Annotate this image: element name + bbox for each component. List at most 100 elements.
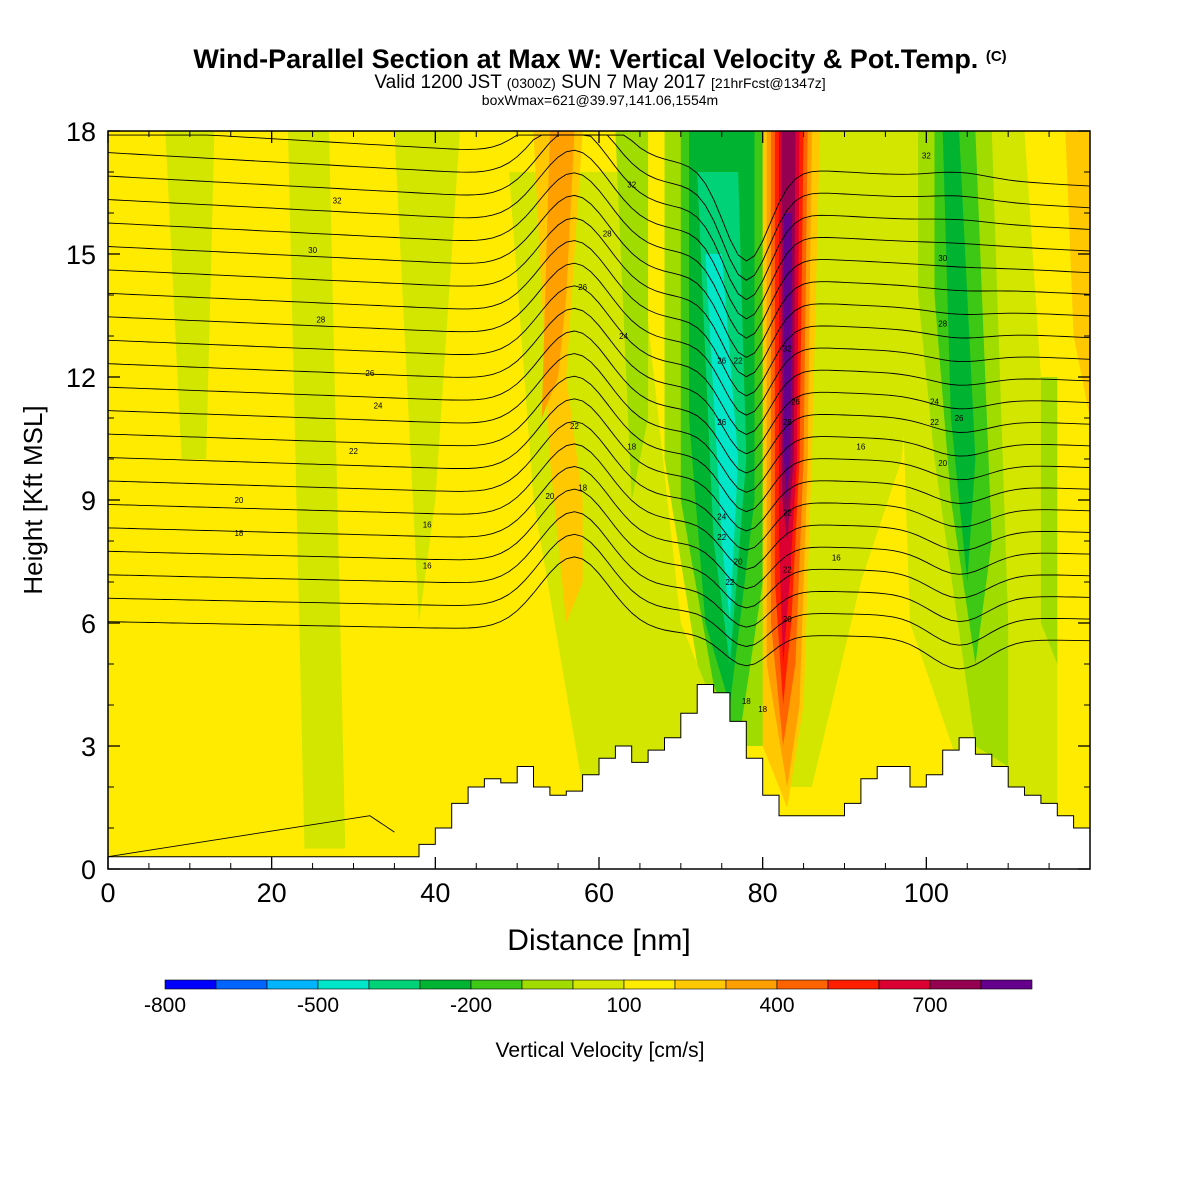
theta-isoline — [108, 353, 1090, 493]
colorbar-swatch — [980, 979, 1033, 990]
contour-label: 26 — [717, 418, 726, 427]
y-tick-label: 0 — [81, 855, 96, 885]
chart-title-text: Wind-Parallel Section at Max W: Vertical… — [193, 44, 979, 74]
band-weak-descent — [288, 131, 346, 849]
colorbar-swatch — [827, 979, 880, 990]
colorbar-swatch — [521, 979, 574, 990]
contour-label: 18 — [627, 443, 636, 452]
theta-isoline — [108, 815, 395, 858]
colorbar-swatch — [572, 979, 625, 990]
colorbar-legend: -800 -500 -200 100 400 700 — [144, 979, 1033, 1017]
band-weak-descent — [165, 131, 215, 459]
valid-time-line: Valid 1200 JST (0300Z) SUN 7 May 2017 [2… — [0, 72, 1200, 94]
colorbar-swatch — [368, 979, 421, 990]
y-tick-label: 15 — [66, 240, 96, 270]
colorbar-tick-label: -200 — [450, 994, 492, 1017]
contour-label: 28 — [938, 320, 947, 329]
axes: 0 20 40 60 80 100 0 3 6 9 12 15 18 — [66, 117, 1090, 908]
colorbar-swatch — [623, 979, 676, 990]
contour-label: 32 — [627, 180, 636, 189]
valid-date: SUN 7 May 2017 — [561, 72, 706, 93]
colorbar-swatch — [674, 979, 727, 990]
theta-isoline — [108, 217, 1090, 378]
valid-utc: (0300Z) — [506, 75, 556, 91]
theta-isoline — [108, 488, 1090, 609]
contour-label: 22 — [570, 422, 579, 431]
colorbar-swatch — [878, 979, 931, 990]
contour-label: 30 — [938, 254, 947, 263]
y-tick-label: 6 — [81, 609, 96, 639]
y-axis-label: Height [Kft MSL] — [18, 405, 48, 594]
theta-isoline — [108, 149, 1090, 320]
contour-label: 22 — [349, 447, 358, 456]
colorbar-swatch — [215, 979, 268, 990]
forecast-info: [21hrFcst@1347z] — [711, 75, 826, 91]
contour-label: 16 — [423, 562, 432, 571]
colorbar-tick-label: 700 — [912, 994, 947, 1017]
theta-isoline — [108, 172, 1090, 339]
x-tick-label: 80 — [748, 878, 778, 908]
valid-prefix: Valid 1200 JST — [374, 72, 502, 93]
boxmax-line: boxWmax=621@39.97,141.06,1554m — [481, 92, 719, 108]
contour-label: 28 — [603, 230, 612, 239]
chart-title: Wind-Parallel Section at Max W: Vertical… — [0, 44, 1200, 75]
theta-isoline — [108, 533, 1090, 647]
contour-label: 22 — [717, 533, 726, 542]
theta-isoline — [108, 285, 1090, 436]
theta-isoline — [108, 556, 1090, 670]
x-axis-label: Distance [nm] — [507, 924, 690, 957]
theta-isoline — [108, 307, 1090, 455]
contour-label: 24 — [619, 332, 628, 341]
x-tick-label: 20 — [257, 878, 287, 908]
colorbar-tick-label: 400 — [759, 994, 794, 1017]
contour-label: 26 — [955, 414, 964, 423]
band-descent-core — [705, 254, 739, 623]
contour-label: 24 — [930, 398, 939, 407]
colorbar-tick-label: -500 — [297, 994, 339, 1017]
colorbar-title: Vertical Velocity [cm/s] — [496, 1039, 705, 1062]
colorbar-swatch — [317, 979, 370, 990]
theta-isoline — [108, 511, 1090, 628]
contour-label: 32 — [783, 344, 792, 353]
contour-label: 16 — [832, 553, 841, 562]
contour-label: 28 — [783, 418, 792, 427]
contour-label: 22 — [783, 566, 792, 575]
contour-label: 26 — [717, 357, 726, 366]
colorbar-swatch — [776, 979, 829, 990]
contour-label: 16 — [423, 521, 432, 530]
contour-label: 18 — [758, 705, 767, 714]
band-descent — [615, 131, 649, 500]
contour-label: 26 — [365, 369, 374, 378]
theta-isoline — [108, 375, 1090, 513]
theta-isoline — [108, 134, 1090, 301]
contour-label: 16 — [856, 443, 865, 452]
y-tick-label: 9 — [81, 486, 96, 516]
contour-label: 22 — [734, 357, 743, 366]
colorbar-tick-label: 100 — [606, 994, 641, 1017]
contour-label: 22 — [725, 578, 734, 587]
contour-label: 20 — [734, 558, 743, 567]
contour-label: 26 — [578, 283, 587, 292]
theta-isoline — [108, 420, 1090, 551]
theta-isoline — [108, 466, 1090, 590]
x-tick-label: 0 — [100, 878, 115, 908]
contour-label: 22 — [930, 418, 939, 427]
contour-label: 32 — [333, 197, 342, 206]
theta-isoline — [108, 240, 1090, 397]
contour-label: 22 — [783, 508, 792, 517]
terrain-profile — [108, 684, 1090, 869]
band-updraft-max — [783, 213, 793, 500]
contour-label: 26 — [791, 398, 800, 407]
contour-label: 18 — [578, 484, 587, 493]
y-tick-label: 18 — [66, 117, 96, 147]
theta-isoline — [108, 194, 1090, 358]
theta-isoline — [108, 443, 1090, 570]
colorbar-swatch — [164, 979, 217, 990]
x-tick-label: 100 — [904, 878, 949, 908]
x-tick-label: 40 — [420, 878, 450, 908]
colorbar-swatch — [929, 979, 982, 990]
contour-label: 32 — [922, 152, 931, 161]
band-descent-strong — [942, 131, 976, 582]
contour-label: 18 — [742, 697, 751, 706]
